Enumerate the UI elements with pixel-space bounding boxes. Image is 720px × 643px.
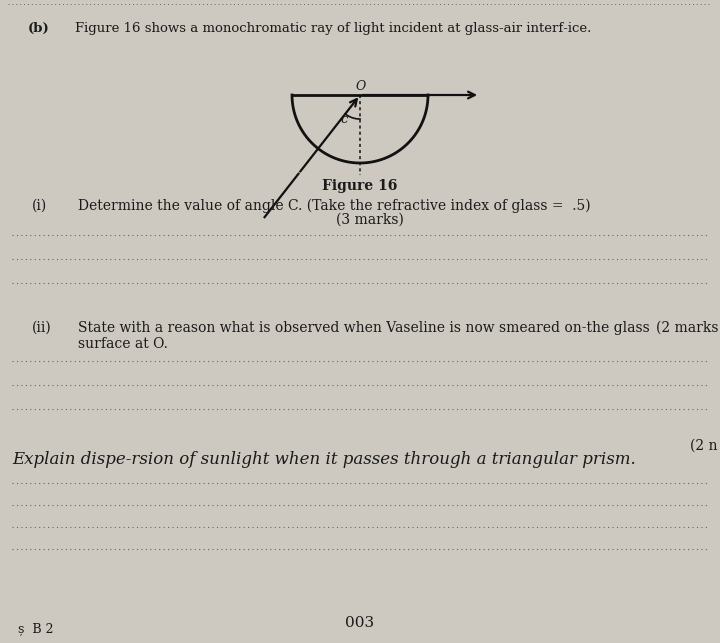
Text: (ii): (ii)	[32, 321, 52, 335]
Text: (b): (b)	[28, 22, 50, 35]
Text: (2 n: (2 n	[690, 439, 718, 453]
Text: (i): (i)	[32, 199, 48, 213]
Text: c: c	[340, 113, 347, 126]
Text: (3 marks): (3 marks)	[336, 213, 404, 227]
Text: surface at O.: surface at O.	[78, 337, 168, 351]
Text: (2 marks: (2 marks	[655, 321, 718, 335]
Text: ș  B 2: ș B 2	[18, 622, 53, 635]
Text: Figure 16 shows a monochromatic ray of light incident at glass-air interf­ice.: Figure 16 shows a monochromatic ray of l…	[75, 22, 591, 35]
Text: Explain dispe­rsion of sunlight when it passes through a triangular prism.: Explain dispe­rsion of sunlight when it …	[12, 451, 636, 468]
Text: Figure 16: Figure 16	[323, 179, 397, 193]
Text: Determine the value of angle C. (Take the refractive index of glass =  .5): Determine the value of angle C. (Take th…	[78, 199, 590, 213]
Text: 003: 003	[346, 616, 374, 630]
Text: State with a reason what is observed when Vaseline is now smeared on­the glass: State with a reason what is observed whe…	[78, 321, 649, 335]
Text: O: O	[356, 80, 366, 93]
